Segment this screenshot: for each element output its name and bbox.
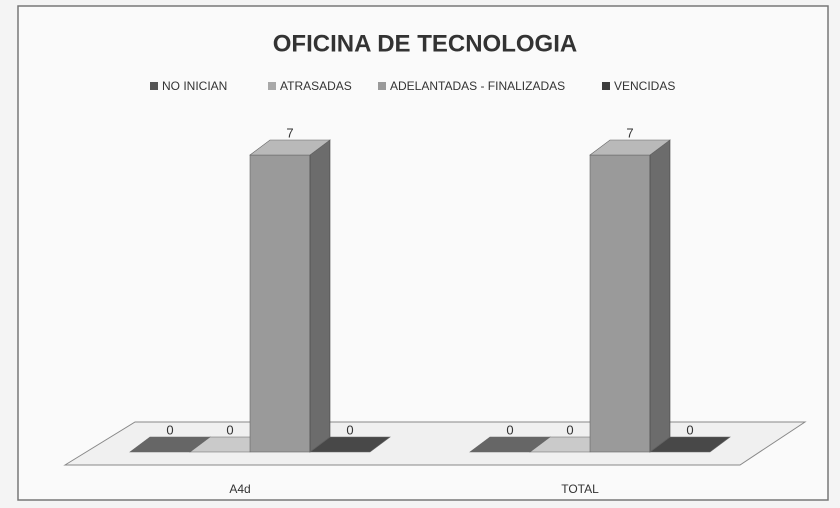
- data-label: 0: [346, 422, 353, 437]
- bar-top: [649, 436, 731, 453]
- legend-swatch: [150, 82, 158, 90]
- data-label: 0: [506, 422, 513, 437]
- data-label: 7: [286, 125, 293, 140]
- data-label: 0: [226, 422, 233, 437]
- bar-top: [309, 436, 391, 453]
- legend-label: ADELANTADAS - FINALIZADAS: [390, 79, 565, 93]
- chart-title: OFICINA DE TECNOLOGIA: [273, 30, 577, 57]
- bar-top: [589, 139, 671, 156]
- data-label: 0: [686, 422, 693, 437]
- legend-swatch: [602, 82, 610, 90]
- data-label: 0: [566, 422, 573, 437]
- x-tick-label: TOTAL: [561, 482, 599, 496]
- bar-top: [249, 139, 331, 156]
- legend-label: NO INICIAN: [162, 79, 227, 93]
- bar-side: [309, 139, 331, 453]
- legend-swatch: [268, 82, 276, 90]
- data-label: 7: [626, 125, 633, 140]
- bar-front: [249, 154, 311, 453]
- legend-label: ATRASADAS: [280, 79, 352, 93]
- legend-label: VENCIDAS: [614, 79, 675, 93]
- x-tick-label: A4d: [229, 482, 250, 496]
- legend-swatch: [378, 82, 386, 90]
- bar-side: [649, 139, 671, 453]
- data-label: 0: [166, 422, 173, 437]
- bar-front: [589, 154, 651, 453]
